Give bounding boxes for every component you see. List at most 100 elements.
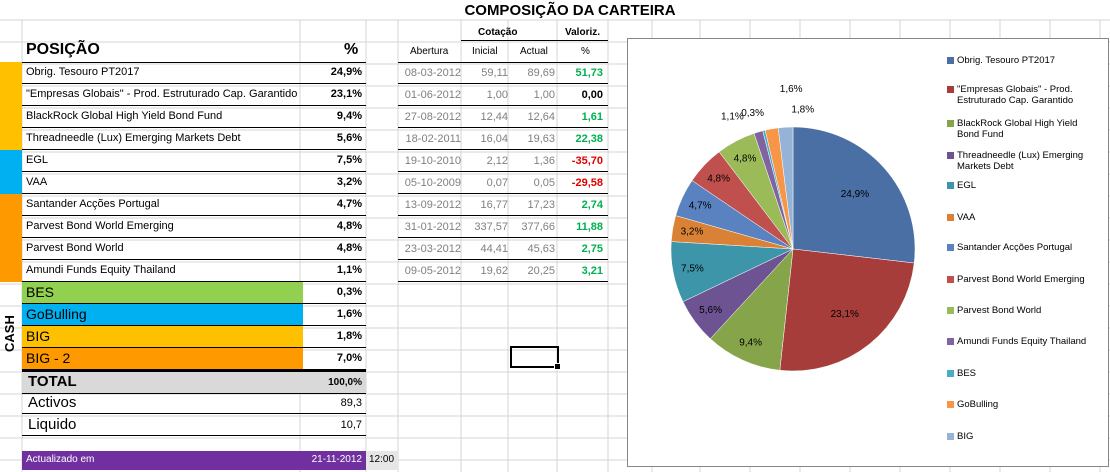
percent-header: % (344, 41, 359, 58)
pie-slice[interactable] (792, 126, 916, 264)
actual-value: 45,63 (527, 243, 555, 255)
position-row[interactable]: "Empresas Globais" - Prod. Estruturado C… (22, 84, 366, 106)
position-row[interactable]: BlackRock Global High Yield Bond Fund 9,4… (22, 106, 366, 128)
activos-value: 89,3 (340, 397, 362, 409)
abertura-date: 05-10-2009 (404, 177, 461, 189)
quote-row[interactable]: 08-03-2012 59,11 89,69 51,73 (398, 62, 608, 84)
legend-swatch (947, 120, 954, 127)
quote-row[interactable]: 27-08-2012 12,44 12,64 1,61 (398, 106, 608, 128)
legend-swatch (947, 307, 954, 314)
position-name: VAA (26, 176, 48, 188)
position-row[interactable]: Santander Acções Portugal 4,7% (22, 194, 366, 216)
position-row[interactable]: Threadneedle (Lux) Emerging Markets Debt… (22, 128, 366, 150)
position-row[interactable]: EGL 7,5% (22, 150, 366, 172)
abertura-date: 13-09-2012 (404, 199, 461, 211)
position-row[interactable]: Obrig. Tesouro PT2017 24,9% (22, 62, 366, 84)
actual-value: 17,23 (527, 199, 555, 211)
position-name: "Empresas Globais" - Prod. Estruturado C… (26, 88, 298, 100)
position-row[interactable]: Parvest Bond World Emerging 4,8% (22, 216, 366, 238)
quote-row[interactable]: 31-01-2012 337,57 377,66 11,88 (398, 216, 608, 238)
liquido-value: 10,7 (340, 419, 362, 431)
quote-row[interactable]: 18-02-2011 16,04 19,63 22,38 (398, 128, 608, 150)
quote-row[interactable]: 05-10-2009 0,07 0,05 -29,58 (398, 172, 608, 194)
abertura-date: 19-10-2010 (404, 155, 461, 167)
legend-label: Parvest Bond World (957, 305, 1042, 316)
chart-area[interactable]: 24,9% 23,1% 9,4% 5,6% 7,5% 3,2% 4,7% 4,8% 4,8% 1,… (627, 38, 1109, 467)
abertura-date: 23-03-2012 (404, 243, 461, 255)
cash-pct: 1,6% (336, 308, 362, 320)
cash-row[interactable]: GoBulling 1,6% (22, 304, 366, 326)
abertura-date: 01-06-2012 (404, 89, 461, 101)
position-name: Santander Acções Portugal (26, 198, 160, 210)
legend-label: BES (957, 368, 977, 379)
cotacao-header: Cotação (478, 27, 518, 38)
position-name: Parvest Bond World (26, 242, 124, 254)
updated-time-cell[interactable]: 12:00 (366, 451, 398, 470)
inicial-value: 337,57 (474, 221, 508, 233)
quote-row[interactable]: 23-03-2012 44,41 45,63 2,75 (398, 238, 608, 260)
data-header-divider (398, 62, 608, 63)
pie-slice[interactable] (777, 126, 794, 250)
position-name: EGL (26, 154, 49, 166)
cash-pct: 7,0% (336, 352, 362, 364)
cash-name: GoBulling (22, 304, 303, 325)
position-row[interactable]: Parvest Bond World 4,8% (22, 238, 366, 260)
position-name: Amundi Funds Equity Thailand (26, 264, 176, 276)
cash-name: BIG (22, 326, 303, 347)
legend-swatch (947, 401, 954, 408)
cash-row[interactable]: BES 0,3% (22, 282, 366, 304)
legend-swatch (947, 182, 954, 189)
group-bar-funds (0, 194, 22, 282)
cash-row[interactable]: BIG 1,8% (22, 326, 366, 348)
position-pct: 3,2% (336, 176, 362, 188)
position-name: Obrig. Tesouro PT2017 (26, 66, 140, 78)
inicial-value: 16,77 (480, 199, 508, 211)
quote-row[interactable]: 13-09-2012 16,77 17,23 2,74 (398, 194, 608, 216)
position-pct: 1,1% (336, 264, 362, 276)
selected-cell[interactable] (510, 346, 561, 370)
pie-data-label: 7,5% (681, 264, 704, 275)
pie-slice[interactable] (779, 248, 915, 372)
total-row: TOTAL 100,0% (22, 370, 366, 394)
inicial-value: 19,62 (480, 265, 508, 277)
inicial-value: 16,04 (480, 133, 508, 145)
abertura-date: 31-01-2012 (404, 221, 461, 233)
legend-label: BIG (957, 431, 974, 442)
page-title: COMPOSIÇÃO DA CARTEIRA (464, 2, 676, 19)
valoriz-value: 22,38 (575, 133, 603, 145)
valoriz-value: 51,73 (575, 67, 603, 79)
cash-row[interactable]: BIG - 2 7,0% (22, 348, 366, 370)
abertura-date: 18-02-2011 (405, 133, 461, 145)
pie-data-label: 23,1% (831, 309, 859, 320)
pie-data-label: 1,8% (791, 104, 814, 115)
position-row[interactable]: VAA 3,2% (22, 172, 366, 194)
quote-row[interactable]: 19-10-2010 2,12 1,36 -35,70 (398, 150, 608, 172)
cash-pct: 0,3% (336, 286, 362, 298)
group-bar-stocks (0, 150, 22, 194)
liquido-row: Liquido 10,7 (22, 414, 366, 436)
actual-value: 12,64 (527, 111, 555, 123)
total-value: 100,0% (328, 377, 362, 388)
actual-value: 1,36 (533, 155, 555, 167)
pie-data-label: 4,8% (734, 153, 757, 164)
legend-label: Santander Acções Portugal (957, 242, 1073, 253)
actual-header: Actual (520, 46, 548, 57)
pie-data-label: 1,1% (721, 112, 744, 123)
legend-swatch (947, 433, 954, 440)
legend-swatch (947, 86, 954, 93)
actual-value: 377,66 (521, 221, 555, 233)
cash-name: BIG - 2 (22, 348, 303, 369)
fill-handle[interactable] (554, 363, 561, 370)
inicial-value: 2,12 (486, 155, 508, 167)
position-pct: 24,9% (330, 66, 362, 78)
pie-data-label: 9,4% (739, 337, 762, 348)
quote-row[interactable]: 09-05-2012 19,62 20,25 3,21 (398, 260, 608, 282)
position-pct: 4,7% (336, 198, 362, 210)
pie-slice[interactable] (709, 248, 794, 371)
quote-row[interactable]: 01-06-2012 1,00 1,00 0,00 (398, 84, 608, 106)
updated-time: 12:00 (369, 454, 395, 465)
position-name: BlackRock Global High Yield Bond Fund (26, 110, 223, 122)
footer-bar: Actualizado em 21-11-2012 (22, 451, 366, 470)
legend-label: GoBulling (957, 399, 999, 410)
position-row[interactable]: Amundi Funds Equity Thailand 1,1% (22, 260, 366, 282)
